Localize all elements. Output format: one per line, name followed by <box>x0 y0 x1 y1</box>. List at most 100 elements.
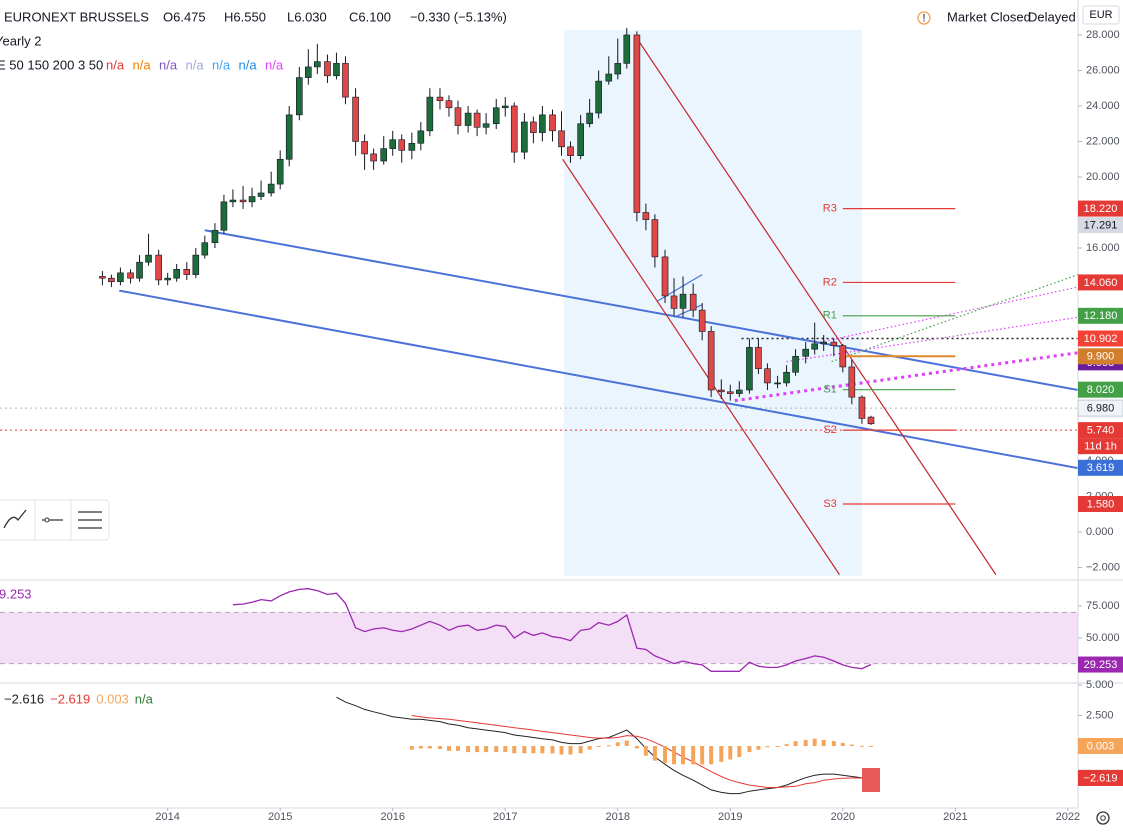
macd-histogram-bar <box>568 746 573 755</box>
candle-body <box>426 96 434 132</box>
candle-body <box>173 269 180 279</box>
price-label: 8.020 <box>1087 384 1115 396</box>
candle-body <box>248 196 256 203</box>
candle-body <box>521 121 528 153</box>
macd-histogram-bar <box>840 742 845 747</box>
candle-body <box>267 183 275 194</box>
indicator-value: n/a <box>239 57 258 72</box>
macd-histogram-bar <box>437 746 442 750</box>
candle-body <box>539 114 546 133</box>
candle-body <box>473 112 481 128</box>
y-tick-label: 20.000 <box>1086 171 1120 183</box>
brush-icon[interactable] <box>3 509 27 529</box>
candle-body <box>764 368 771 384</box>
x-tick-label: 2018 <box>606 811 630 823</box>
rsi-pane: 9.253 <box>0 586 1078 672</box>
candle-body <box>229 199 237 203</box>
macd-histogram-bar <box>775 746 780 748</box>
pivot-label: R1 <box>823 310 837 322</box>
price-label: 5.740 <box>1087 425 1115 437</box>
x-tick-label: 2022 <box>1056 811 1080 823</box>
price-label-box <box>1078 381 1123 398</box>
candle-body <box>774 382 781 385</box>
candle-body <box>276 158 284 185</box>
macd-histogram-bar <box>765 746 770 748</box>
status-icon[interactable] <box>917 11 931 25</box>
macd-histogram-bar <box>522 746 527 754</box>
candle-body <box>389 139 397 149</box>
candle-body <box>642 212 650 220</box>
macd-legend-value: n/a <box>135 691 154 706</box>
macd-histogram-bar <box>606 745 611 747</box>
trend-line <box>562 158 840 575</box>
macd-histogram-bar <box>681 746 686 765</box>
macd-histogram-bar <box>418 746 423 749</box>
macd-legend-value: −2.619 <box>50 691 90 706</box>
price-label-box <box>1078 769 1123 786</box>
candle-body <box>127 272 134 279</box>
price-label-box <box>1078 422 1123 439</box>
rsi-title: 9.253 <box>0 586 32 601</box>
x-tick-label: 2016 <box>380 811 404 823</box>
candle-body <box>820 341 827 345</box>
macd-legend-value: 0.003 <box>96 691 129 706</box>
x-tick-label: 2020 <box>831 811 855 823</box>
price-label: 3.619 <box>1087 462 1115 474</box>
macd-histogram-bar <box>596 746 601 748</box>
candle-body <box>746 347 753 391</box>
price-label: 12.180 <box>1084 310 1118 322</box>
candle-body <box>445 100 453 109</box>
trend-line <box>734 351 1078 403</box>
rsi-band <box>0 612 1078 664</box>
macd-histogram-bar <box>691 746 696 765</box>
macd-histogram-bar <box>737 746 742 757</box>
y-tick-label: 16.000 <box>1086 242 1120 254</box>
indicator-value: n/a <box>265 57 284 72</box>
macd-histogram-bar <box>831 741 836 747</box>
price-label-box <box>1078 656 1123 673</box>
high: H6.550 <box>224 9 266 24</box>
cursor-marker <box>862 768 880 792</box>
candle-body <box>324 61 331 77</box>
y-tick-label: 50.000 <box>1086 632 1120 644</box>
macd-histogram-bar <box>849 744 854 747</box>
y-tick-label: 28.000 <box>1086 29 1120 41</box>
macd-histogram-bar <box>663 746 668 764</box>
price-label: 29.253 <box>1084 659 1118 671</box>
candle-body <box>623 34 631 64</box>
macd-histogram-bar <box>821 739 826 747</box>
y-tick-label: 0.000 <box>1086 526 1114 538</box>
macd-histogram-bar <box>550 746 555 754</box>
price-label-box <box>1078 274 1123 291</box>
currency-box[interactable] <box>1082 5 1120 25</box>
price-label: 18.220 <box>1084 203 1118 215</box>
pivot-label: S2 <box>823 424 836 436</box>
macd-histogram-bar <box>728 746 733 760</box>
y-tick-label: 26.000 <box>1086 64 1120 76</box>
candle-body <box>361 141 368 155</box>
macd-histogram-bar <box>793 741 798 747</box>
y-tick-label: 24.000 <box>1086 100 1120 112</box>
indicator-value: n/a <box>159 57 178 72</box>
settings-icon[interactable] <box>1096 811 1110 825</box>
price-label-box <box>1078 217 1123 234</box>
candle-body <box>436 96 444 101</box>
candle-body <box>370 153 377 162</box>
price-label: 6.980 <box>1087 403 1115 415</box>
currency: EUR <box>1089 9 1112 21</box>
candle-body <box>136 261 143 279</box>
candle-body <box>689 293 697 311</box>
candle-body <box>651 219 659 258</box>
macd-histogram-bar <box>503 746 508 753</box>
drawing-toolbar[interactable] <box>0 499 110 541</box>
price-label-box <box>1078 307 1123 324</box>
rsi-line <box>232 588 872 672</box>
candle-body <box>811 343 818 350</box>
candle-body <box>783 371 790 384</box>
candle-body <box>408 142 416 151</box>
price-label: 1.580 <box>1087 498 1115 510</box>
candle-body <box>239 199 247 203</box>
fib-tool-icon[interactable] <box>78 511 102 529</box>
open: O6.475 <box>163 9 206 24</box>
candle-body <box>839 345 847 368</box>
